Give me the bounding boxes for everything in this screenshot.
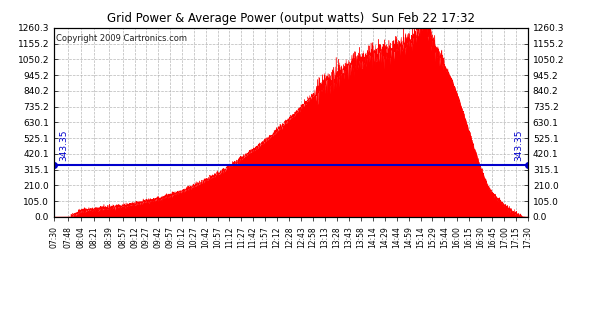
Text: 343.35: 343.35 xyxy=(59,130,68,161)
Title: Grid Power & Average Power (output watts)  Sun Feb 22 17:32: Grid Power & Average Power (output watts… xyxy=(107,12,475,25)
Text: Copyright 2009 Cartronics.com: Copyright 2009 Cartronics.com xyxy=(56,33,187,42)
Text: 343.35: 343.35 xyxy=(514,130,523,161)
